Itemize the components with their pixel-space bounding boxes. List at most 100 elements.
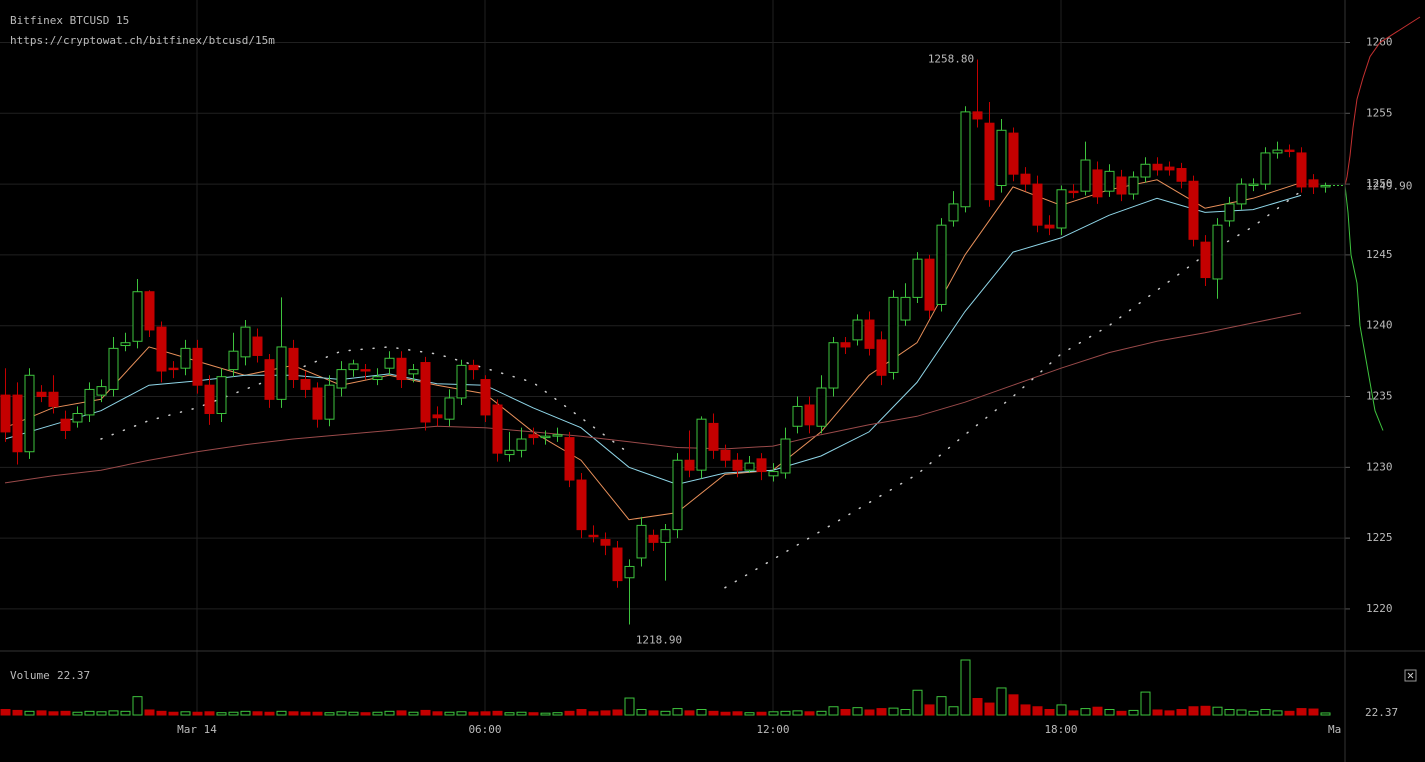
volume-bar [408, 711, 419, 716]
volume-axis-label: 22.37 [1365, 706, 1398, 719]
candle-body [1008, 132, 1019, 175]
volume-label: Volume [10, 669, 50, 682]
volume-bar [372, 711, 383, 716]
depth-asks [1344, 16, 1421, 186]
close-button-box[interactable] [1404, 669, 1417, 682]
volume-bar [984, 702, 995, 716]
volume-bar [876, 708, 887, 716]
volume-bar [1248, 710, 1259, 716]
volume-bar [576, 709, 587, 716]
candle-body [360, 369, 371, 372]
candle-body [492, 404, 503, 454]
volume-bar [780, 710, 791, 716]
volume-bar [192, 711, 203, 716]
y-tick-label: 1240 [1366, 319, 1393, 332]
volume-bar [1320, 712, 1331, 716]
x-tick-label: 06:00 [468, 723, 501, 736]
volume-bar [120, 710, 131, 716]
volume-bar [1212, 706, 1223, 716]
candle-body [312, 387, 323, 420]
candle-body [960, 111, 971, 208]
volume-bar [624, 697, 635, 716]
candle-body [1068, 190, 1079, 194]
volume-bar [1140, 691, 1151, 716]
volume-bar [540, 712, 551, 716]
candle-body [1284, 149, 1295, 153]
volume-bar [24, 710, 35, 716]
volume-bar [144, 709, 155, 716]
candle-body [12, 394, 23, 453]
candle-body [1128, 176, 1139, 195]
volume-bar [612, 709, 623, 716]
volume-bar [636, 709, 647, 716]
volume-bar [852, 707, 863, 716]
candle-body [192, 347, 203, 386]
candle-body [972, 111, 983, 120]
close-icon[interactable] [1407, 672, 1414, 679]
x-tick-label: 12:00 [756, 723, 789, 736]
candle-body [48, 391, 59, 407]
candle-body [708, 422, 719, 451]
candle-body [24, 374, 35, 453]
volume-bar [528, 712, 539, 716]
candle-body [1308, 179, 1319, 188]
x-tick-label: Ma [1328, 723, 1341, 736]
volume-bar [744, 712, 755, 716]
candle-body [588, 534, 599, 538]
candle-body [180, 347, 191, 369]
candle-body [516, 438, 527, 451]
volume-bar [804, 711, 815, 716]
candle-body [912, 258, 923, 298]
candle-body [696, 418, 707, 471]
volume-bar [444, 711, 455, 716]
last-price-label: 1249.90 [1366, 180, 1412, 193]
volume-bar [948, 706, 959, 716]
volume-bar [564, 710, 575, 716]
candle-body [348, 363, 359, 371]
volume-bar [312, 711, 323, 716]
candle-body [888, 296, 899, 373]
depth-bids [1344, 185, 1384, 431]
candle-body [300, 379, 311, 390]
volume-bar [708, 710, 719, 716]
candle-body [1080, 159, 1091, 192]
volume-bar [216, 712, 227, 716]
candle-body [1164, 166, 1175, 171]
candle-body [468, 364, 479, 371]
plot: 1258.80 1218.90 1249.90 22.37 [0, 16, 1421, 719]
candle-body [396, 357, 407, 381]
volume-bar [348, 711, 359, 716]
candle-body [1092, 169, 1103, 198]
candle-body [168, 367, 179, 371]
volume-bar [588, 711, 599, 716]
price-annotation: 1258.80 [928, 52, 974, 65]
candle-body [948, 203, 959, 222]
candle-body [60, 418, 71, 432]
volume-bar [252, 711, 263, 716]
candle-body [936, 224, 947, 305]
y-tick-label: 1255 [1366, 106, 1393, 119]
candle-body [660, 529, 671, 543]
volume-bar [696, 709, 707, 716]
volume-bar [480, 711, 491, 716]
candle-body [432, 414, 443, 419]
volume-bar [864, 709, 875, 716]
candle-body [1104, 170, 1115, 192]
close-button[interactable] [1404, 669, 1417, 682]
volume-bar [516, 711, 527, 716]
candle-body [672, 459, 683, 531]
candle-body [84, 388, 95, 416]
volume-bar [1200, 705, 1211, 716]
candle-body [276, 346, 287, 400]
volume-bar [720, 711, 731, 716]
volume-bar [60, 710, 71, 716]
volume-bar [1128, 709, 1139, 716]
volume-bar [972, 698, 983, 716]
candle-body [1248, 183, 1259, 187]
volume-bar [684, 710, 695, 716]
candle-body [456, 364, 467, 399]
volume-bar [756, 711, 767, 716]
candle-body [504, 449, 515, 456]
candle-body [36, 391, 47, 398]
